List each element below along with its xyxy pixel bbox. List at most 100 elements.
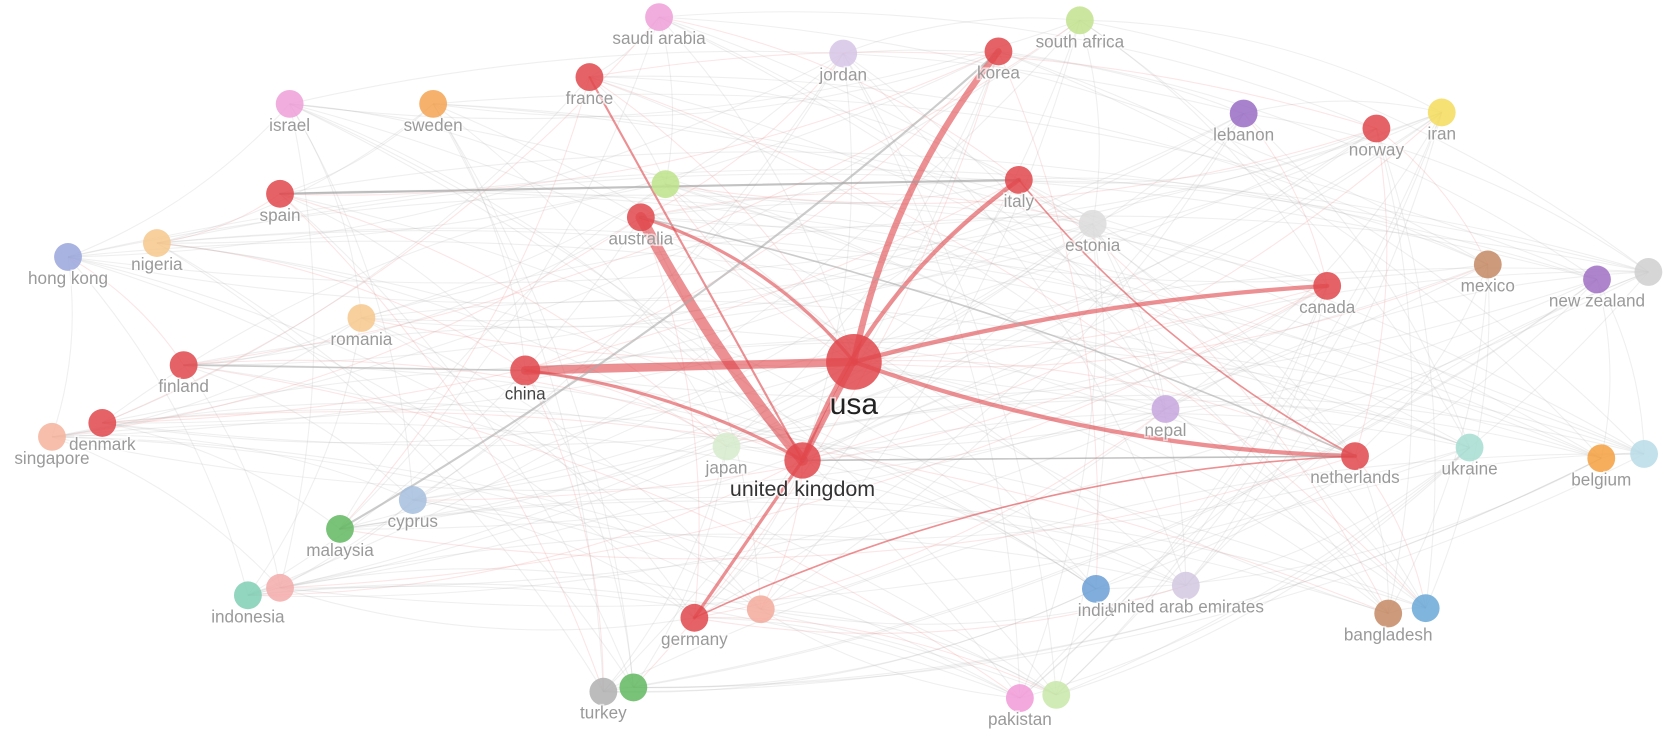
link (998, 50, 1598, 280)
link (183, 325, 1166, 410)
node-label: malaysia (306, 540, 374, 560)
link (853, 361, 1389, 614)
link (51, 436, 1057, 696)
link (289, 103, 642, 218)
link (1243, 112, 1649, 273)
node (54, 243, 82, 271)
link (156, 242, 526, 371)
link (339, 496, 1426, 609)
link (694, 585, 1186, 634)
link (694, 20, 1081, 619)
link (279, 193, 634, 688)
link (1354, 455, 1389, 614)
node-label: spain (260, 205, 301, 225)
link (1055, 285, 1328, 696)
nodes (38, 3, 1663, 713)
node-label: germany (661, 629, 728, 649)
node (1473, 250, 1502, 279)
link (1243, 100, 1442, 115)
link (339, 76, 590, 530)
link (658, 16, 674, 185)
link (279, 587, 695, 631)
node-label: india (1078, 600, 1115, 620)
link (67, 256, 249, 596)
link (633, 457, 1602, 688)
node (784, 442, 821, 479)
link (339, 179, 1020, 530)
link (1596, 279, 1611, 459)
node (1313, 271, 1342, 300)
link (802, 285, 1328, 461)
link (1019, 271, 1649, 699)
link (665, 183, 1389, 615)
link (665, 183, 855, 363)
node-label: singapore (14, 448, 89, 468)
link (156, 242, 604, 692)
link (589, 76, 666, 185)
link (247, 217, 642, 596)
link (433, 93, 1598, 280)
link (525, 51, 999, 371)
link (51, 402, 803, 461)
link (760, 460, 804, 610)
node-label: norway (1349, 140, 1405, 160)
link (853, 179, 1020, 363)
node-label: mexico (1461, 275, 1515, 295)
node-label: lebanon (1213, 125, 1274, 145)
link (289, 103, 1187, 587)
link (67, 223, 1093, 304)
link (726, 445, 1097, 590)
node (1427, 98, 1456, 127)
link (1185, 447, 1470, 587)
link (289, 50, 1244, 115)
strong-link (523, 368, 805, 463)
link (802, 112, 1443, 461)
link (339, 263, 1489, 530)
node (88, 409, 117, 437)
strong-link (851, 359, 1358, 459)
link (67, 256, 762, 610)
link (842, 53, 1166, 410)
link (183, 364, 1057, 696)
node-label: bangladesh (1344, 625, 1433, 645)
link (183, 359, 803, 461)
node (1455, 433, 1484, 462)
link (51, 19, 1081, 438)
link (51, 113, 1244, 438)
node-label: cyprus (388, 511, 438, 531)
node (169, 351, 198, 380)
node (575, 63, 604, 92)
link (1375, 128, 1436, 609)
link (633, 588, 1097, 689)
node-label: saudi arabia (612, 28, 706, 48)
link (102, 16, 660, 424)
link (1596, 279, 1645, 454)
link (67, 256, 695, 619)
link (247, 113, 1244, 596)
link (802, 271, 1649, 461)
link (289, 103, 803, 461)
link (247, 533, 1186, 596)
node (233, 581, 262, 610)
link (802, 223, 1094, 461)
node (984, 37, 1013, 66)
link (156, 227, 1645, 455)
node (1587, 444, 1616, 473)
link (279, 53, 844, 589)
node (619, 673, 648, 702)
link (247, 585, 1021, 699)
link (279, 151, 1598, 280)
link (1165, 404, 1470, 449)
link (289, 19, 1081, 120)
node-label: nigeria (131, 254, 183, 274)
link (842, 53, 1057, 695)
link (339, 128, 1377, 530)
node-label: united kingdom (730, 477, 875, 501)
link (665, 183, 1427, 609)
link (632, 51, 999, 688)
link (183, 364, 1021, 699)
link (694, 113, 1245, 619)
link (1018, 127, 1377, 184)
link (102, 128, 1377, 424)
